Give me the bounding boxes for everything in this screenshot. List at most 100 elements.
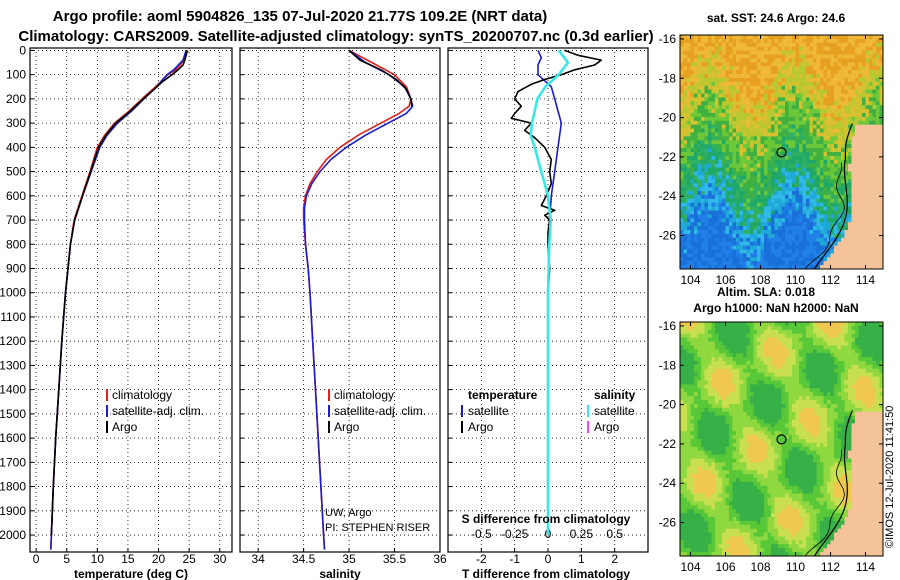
map-pixel	[746, 329, 751, 335]
map-pixel	[788, 245, 793, 250]
map-pixel	[820, 171, 824, 176]
map-pixel	[767, 35, 772, 40]
map-pixel	[858, 159, 863, 165]
map-pixel	[879, 400, 883, 405]
map-pixel	[774, 175, 779, 180]
map-pixel	[697, 218, 702, 223]
map-pixel	[827, 155, 831, 161]
map-pixel	[743, 152, 747, 157]
map-pixel	[687, 140, 691, 145]
map-pixel	[865, 144, 870, 149]
map-pixel	[876, 353, 880, 358]
map-pixel	[862, 253, 866, 258]
map-pixel	[690, 109, 695, 114]
map-pixel	[855, 152, 859, 157]
map-pixel	[802, 202, 807, 207]
map-pixel	[683, 198, 688, 204]
map-pixel	[816, 54, 821, 59]
map-pixel	[687, 194, 691, 200]
map-pixel	[771, 388, 775, 393]
map-pixel	[697, 392, 702, 397]
map-pixel	[753, 261, 758, 266]
map-pixel	[816, 101, 821, 106]
map-pixel	[837, 392, 842, 397]
depth-tick-label: 1800	[0, 480, 26, 494]
map-pixel	[869, 116, 873, 122]
map-pixel	[799, 237, 803, 243]
map-pixel	[837, 357, 842, 362]
map-pixel	[690, 167, 695, 172]
map-pixel	[872, 380, 877, 385]
map-pixel	[834, 214, 838, 219]
map-pixel	[844, 124, 849, 129]
map-pixel	[799, 230, 803, 235]
map-pixel	[778, 183, 782, 188]
map-pixel	[788, 194, 793, 200]
map-pixel	[823, 210, 828, 215]
map-pixel	[876, 349, 880, 354]
map-pixel	[757, 233, 761, 239]
map-pixel	[778, 175, 782, 180]
map-pixel	[697, 400, 702, 405]
map-pixel	[767, 265, 772, 269]
map-pixel	[711, 35, 716, 40]
map-pixel	[701, 85, 705, 90]
map-pixel	[830, 380, 835, 385]
map-pixel	[820, 50, 824, 55]
map-pixel	[704, 124, 709, 129]
map-pixel	[767, 384, 772, 389]
map-pixel	[729, 325, 733, 331]
map-pixel	[851, 241, 856, 246]
map-pixel	[865, 105, 870, 110]
map-pixel	[718, 101, 723, 106]
map-pixel	[862, 210, 866, 215]
map-pixel	[788, 357, 793, 362]
map-pixel	[820, 85, 824, 90]
map-pixel	[771, 35, 775, 40]
map-pixel	[701, 353, 705, 358]
map-pixel	[799, 206, 803, 211]
map-pixel	[827, 245, 831, 250]
map-pixel	[732, 214, 737, 219]
map-pixel	[792, 58, 796, 63]
map-pixel	[809, 187, 814, 192]
map-pixel	[862, 349, 866, 354]
map-pixel	[844, 97, 849, 102]
map-pixel	[746, 50, 751, 55]
map-pixel	[753, 388, 758, 393]
map-pixel	[694, 54, 698, 59]
map-pixel	[729, 140, 733, 145]
map-pixel	[690, 392, 695, 397]
map-pixel	[823, 35, 828, 40]
map-pixel	[841, 380, 845, 385]
map-pixel	[708, 74, 712, 79]
map-pixel	[701, 109, 705, 114]
map-pixel	[834, 353, 838, 358]
map-pixel	[844, 337, 849, 342]
map-pixel	[743, 179, 747, 184]
map-pixel	[869, 372, 873, 377]
map-pixel	[739, 81, 744, 87]
map-pixel	[732, 233, 737, 239]
map-pixel	[701, 163, 705, 168]
map-pixel	[778, 357, 782, 362]
map-pixel	[834, 198, 838, 204]
map-pixel	[851, 116, 856, 122]
map-pixel	[792, 120, 796, 126]
map-pixel	[788, 93, 793, 98]
x-tick-label: -2	[476, 552, 487, 566]
map-pixel	[708, 54, 712, 59]
map-pixel	[690, 376, 695, 381]
map-pixel	[827, 54, 831, 59]
map-pixel	[830, 265, 835, 269]
map-pixel	[687, 77, 691, 83]
map-pixel	[739, 206, 744, 211]
map-pixel	[809, 46, 814, 51]
map-pixel	[788, 148, 793, 153]
map-pixel	[732, 364, 737, 370]
map-pixel	[799, 396, 803, 401]
map-pixel	[687, 42, 691, 48]
map-pixel	[781, 171, 786, 176]
map-pixel	[722, 85, 726, 90]
map-pixel	[736, 380, 740, 385]
